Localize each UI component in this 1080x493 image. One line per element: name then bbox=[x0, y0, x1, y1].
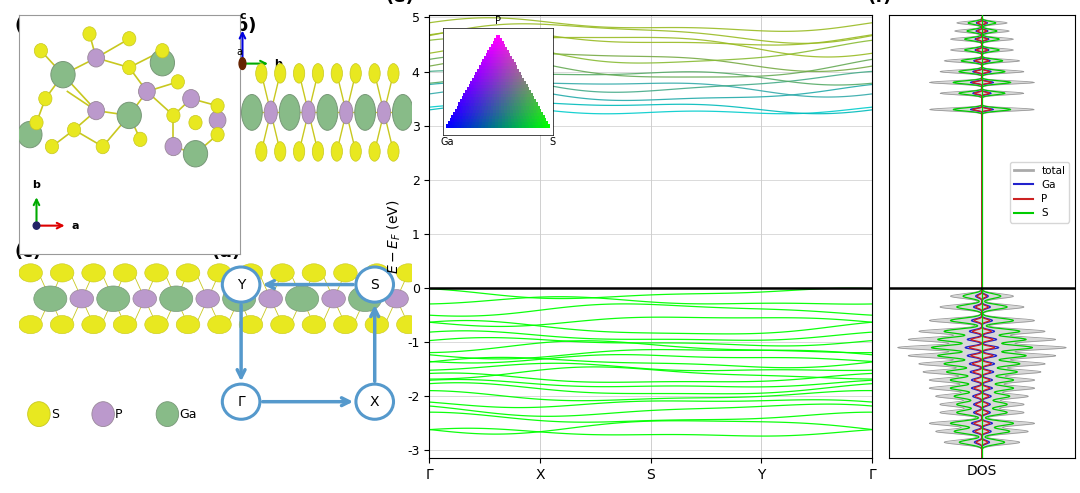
Text: P: P bbox=[116, 408, 123, 421]
Y-axis label: $E - E_F$ (eV): $E - E_F$ (eV) bbox=[386, 199, 403, 274]
Circle shape bbox=[157, 402, 178, 426]
Text: (d): (d) bbox=[212, 244, 241, 261]
Text: (f): (f) bbox=[867, 0, 891, 6]
Legend: total, Ga, P, S: total, Ga, P, S bbox=[1010, 162, 1069, 222]
Text: S: S bbox=[51, 408, 59, 421]
Text: (e): (e) bbox=[386, 0, 414, 6]
Text: (b): (b) bbox=[228, 17, 257, 35]
Text: Ga: Ga bbox=[179, 408, 197, 421]
Circle shape bbox=[92, 402, 114, 426]
Text: (c): (c) bbox=[15, 244, 42, 261]
Text: (a): (a) bbox=[15, 17, 43, 35]
X-axis label: DOS: DOS bbox=[967, 464, 997, 478]
Circle shape bbox=[28, 402, 50, 426]
